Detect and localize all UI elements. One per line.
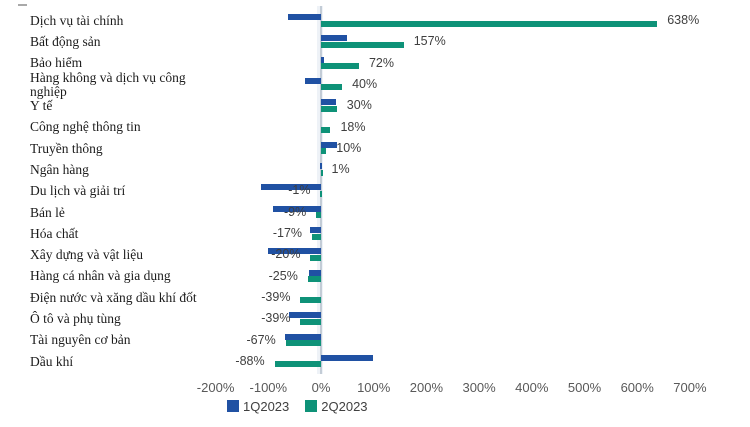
legend: 1Q2023 2Q2023 [227, 398, 384, 414]
bar-1q2023 [284, 333, 321, 340]
bar-2q2023 [321, 41, 404, 48]
bar-1q2023 [321, 354, 373, 361]
legend-label-1q2023: 1Q2023 [243, 398, 290, 414]
category-label: Bảo hiểm [30, 55, 83, 71]
bar-2q2023 [321, 20, 658, 27]
legend-entry-2q2023: 2Q2023 [305, 398, 368, 414]
bar-2q2023 [321, 84, 343, 91]
bar-2q2023 [300, 318, 321, 325]
bar-2q2023 [321, 169, 323, 176]
bar-2q2023 [321, 127, 331, 133]
bar-1q2023 [261, 184, 321, 191]
category-label: Dịch vụ tài chính [30, 12, 124, 28]
legend-swatch-1q2023-icon [227, 400, 239, 412]
x-axis-tick-label: 700% [673, 380, 707, 395]
category-label: Xây dựng và vật liệu [30, 247, 144, 263]
data-label-2q2023: -39% [261, 289, 291, 304]
bar-2q2023 [321, 148, 327, 155]
bar-1q2023 [321, 99, 337, 106]
x-axis-tick-label: 300% [462, 380, 496, 395]
data-label-2q2023: 1% [331, 162, 350, 177]
category-label: Hóa chất [30, 225, 79, 241]
x-axis-tick-label: -200% [196, 380, 235, 395]
data-label-2q2023: -1% [288, 183, 311, 198]
bar-1q2023 [268, 248, 321, 255]
bar-1q2023 [309, 269, 321, 276]
bar-2q2023 [321, 63, 359, 70]
category-label: Ô tô và phụ tùng [30, 311, 121, 327]
bar-1q2023 [309, 227, 321, 233]
bar-2q2023 [300, 297, 321, 304]
data-label-2q2023: -17% [272, 226, 303, 240]
bar-2q2023 [274, 361, 321, 368]
bar-2q2023 [320, 190, 322, 197]
data-label-2q2023: 40% [352, 76, 378, 91]
data-label-2q2023: -9% [284, 204, 307, 219]
category-label: Hàng không và dịch vụ công nghiệp [30, 70, 186, 99]
data-label-2q2023: 638% [667, 13, 700, 27]
legend-entry-1q2023: 1Q2023 [227, 399, 289, 414]
category-label: Ngân hàng [30, 161, 89, 177]
category-label: Hàng cá nhân và gia dụng [30, 268, 171, 284]
category-label: Bất động sản [30, 34, 101, 50]
crop-artifact-dash [18, 4, 27, 6]
category-label: Y tế [30, 98, 53, 114]
data-label-2q2023: 18% [340, 119, 366, 134]
category-label: Bán lẻ [30, 204, 65, 220]
legend-label-2q2023: 2Q2023 [321, 398, 368, 414]
bar-1q2023 [321, 141, 337, 148]
legend-swatch-2q2023-icon [305, 400, 318, 412]
x-axis-tick-label: 100% [357, 380, 391, 395]
data-label-2q2023: -25% [268, 268, 298, 283]
x-axis-tick-label: 600% [620, 380, 654, 395]
x-axis-tick-label: -100% [249, 380, 288, 395]
bar-1q2023 [305, 77, 321, 84]
bar-2q2023 [316, 212, 321, 219]
data-label-2q2023: 30% [346, 98, 372, 113]
category-label: Dầu khí [30, 353, 74, 369]
category-label: Tài nguyên cơ bản [30, 332, 131, 348]
bar-2q2023 [310, 254, 321, 261]
x-axis-tick-label: 200% [409, 380, 444, 395]
bar-1q2023 [320, 163, 322, 170]
data-label-2q2023: -67% [246, 332, 276, 347]
x-axis-tick-label: 400% [515, 380, 549, 395]
bar-2q2023 [285, 340, 321, 346]
x-axis-tick-label: 500% [567, 380, 602, 395]
category-label: Du lịch và giải trí [30, 183, 126, 199]
bar-1q2023 [321, 56, 324, 63]
category-label: Truyền thông [30, 140, 103, 156]
bar-2q2023 [321, 105, 337, 112]
category-label: Điện nước và xăng dầu khí đốt [30, 289, 197, 305]
data-label-2q2023: 10% [336, 140, 362, 155]
data-label-2q2023: -20% [271, 247, 301, 262]
data-label-2q2023: -88% [235, 353, 265, 368]
data-label-2q2023: 72% [368, 55, 394, 70]
category-label: Công nghệ thông tin [30, 119, 141, 135]
bar-1q2023 [288, 14, 321, 20]
bar-1q2023 [321, 35, 348, 42]
bar-1q2023 [289, 312, 321, 319]
x-axis-tick-label: 0% [311, 380, 331, 395]
bar-1q2023 [272, 205, 321, 212]
data-label-2q2023: 157% [413, 34, 446, 49]
bar-2q2023 [312, 233, 321, 240]
bar-2q2023 [307, 276, 321, 283]
data-label-2q2023: -39% [261, 311, 291, 326]
